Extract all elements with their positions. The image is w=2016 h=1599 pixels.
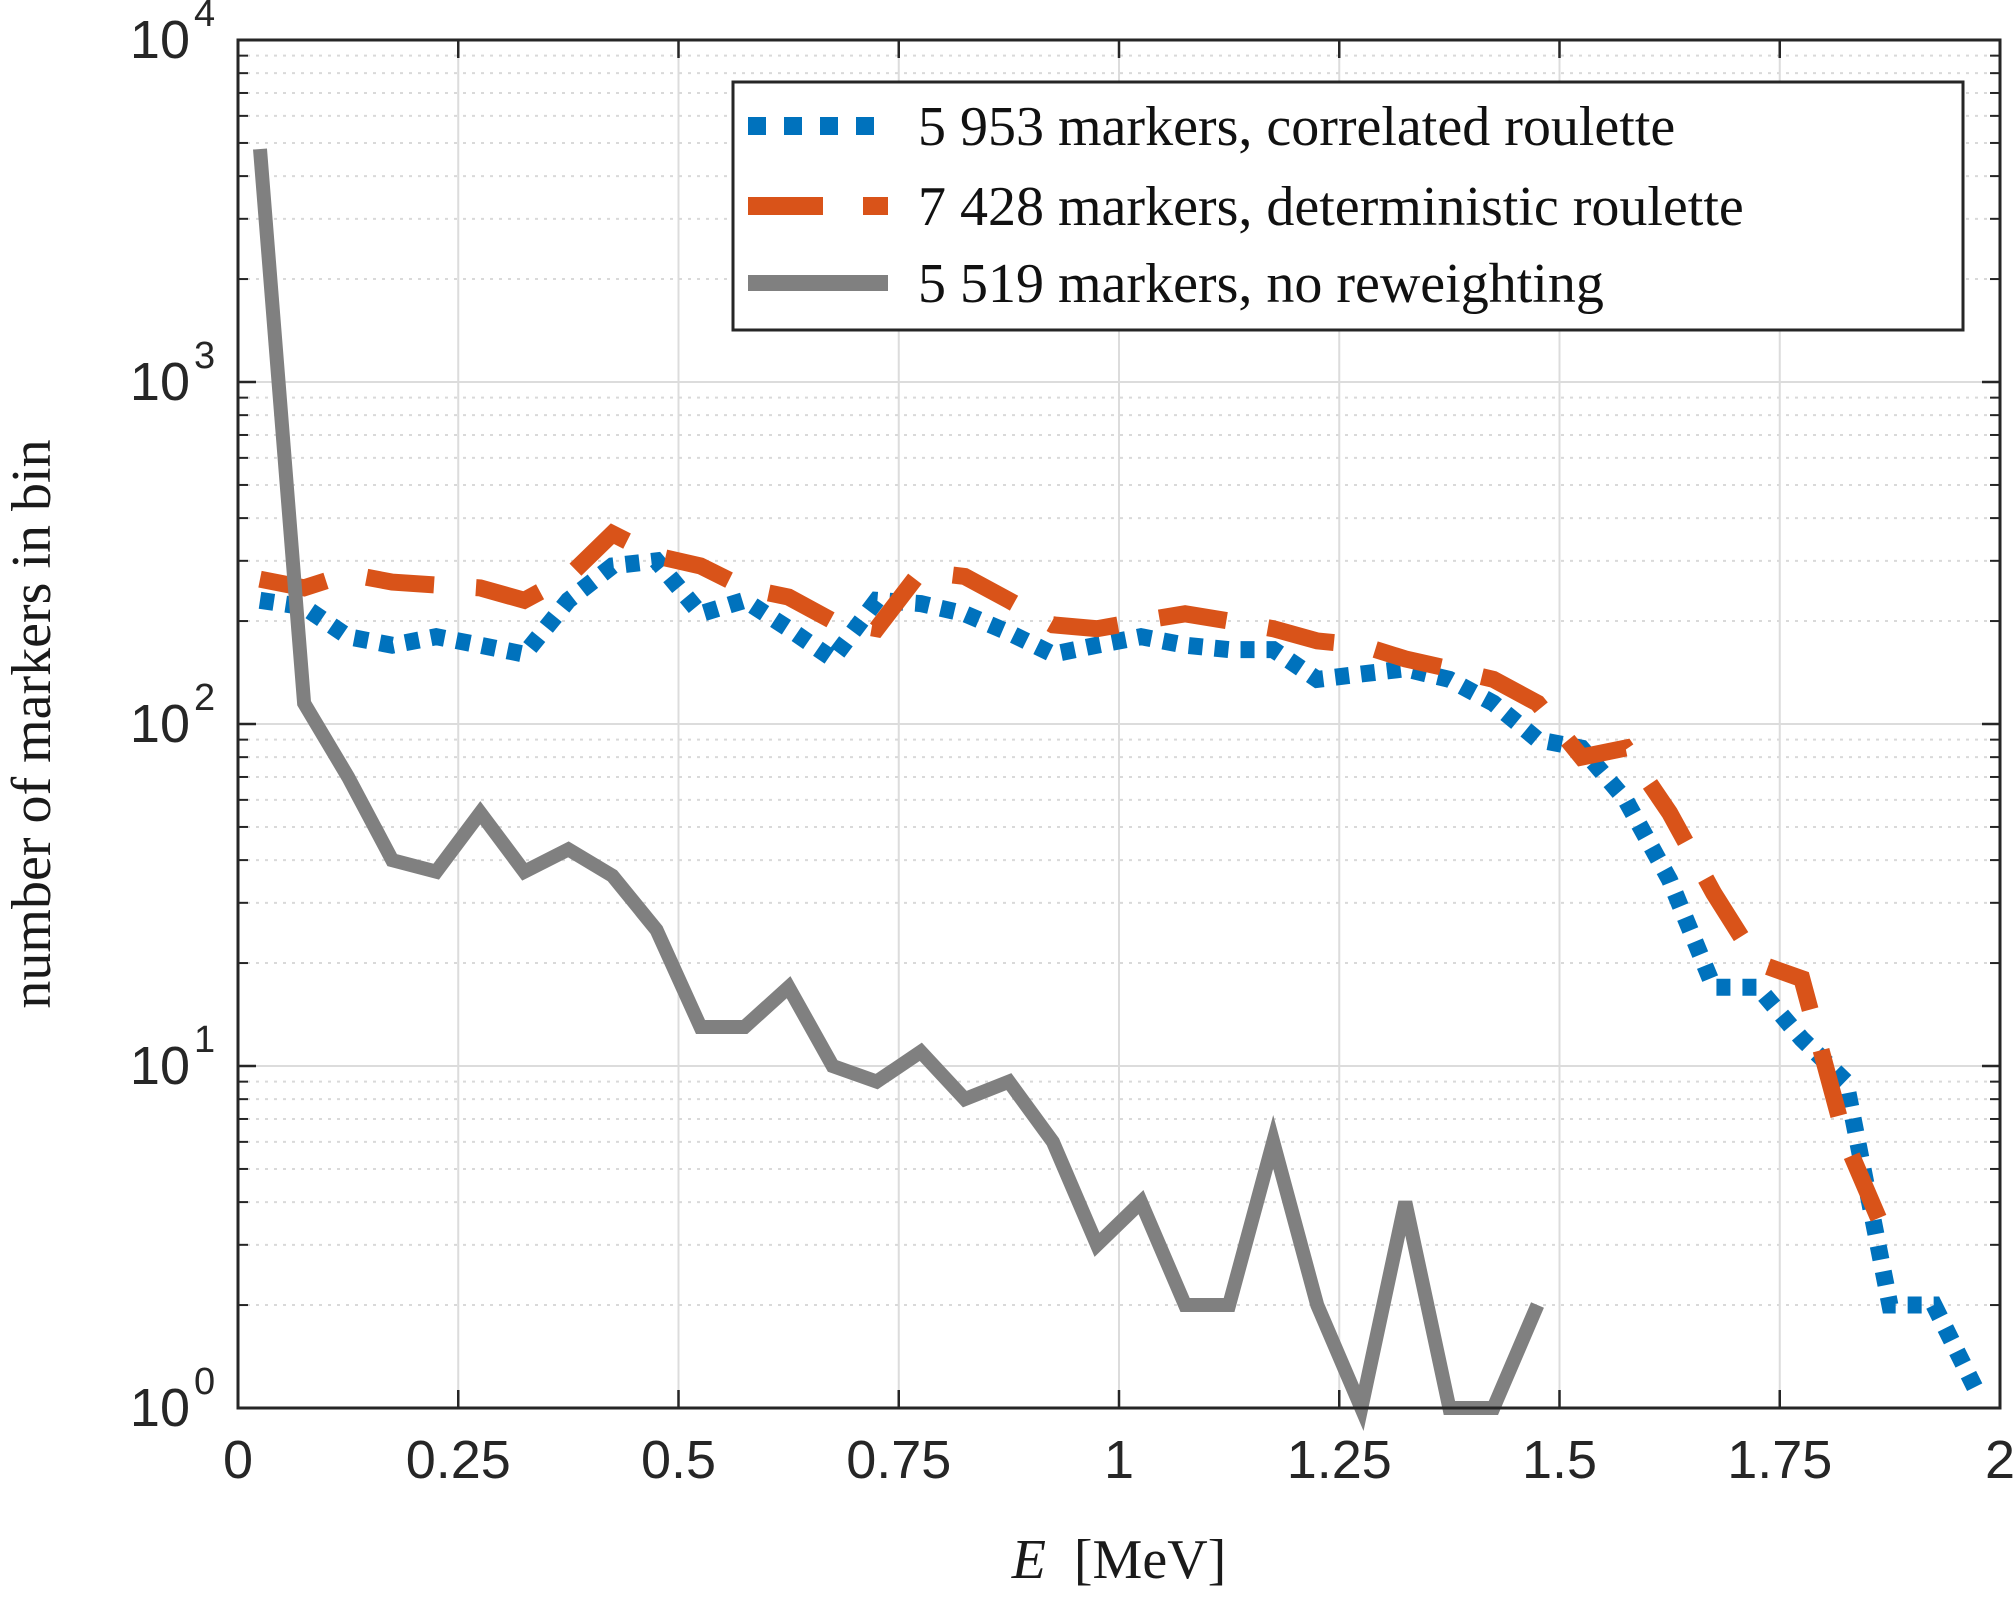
y-tick-label: 10: [130, 352, 190, 412]
legend-entry-no-reweighting: 5 519 markers, no reweighting: [748, 253, 1604, 315]
y-tick-exponent: 2: [194, 677, 215, 719]
ticks: [236, 38, 2002, 1410]
x-tick-label: 1.5: [1522, 1430, 1597, 1490]
y-tick-exponent: 3: [194, 335, 215, 377]
x-tick-label: 2: [1985, 1430, 2015, 1490]
series-2: [253, 148, 1544, 1432]
legend-entry-correlated: 5 953 markers, correlated roulette: [748, 96, 1675, 158]
series-line-2: [253, 148, 1544, 1432]
legend: 5 953 markers, correlated roulette 7 428…: [731, 80, 1965, 332]
legend-label-correlated: 5 953 markers, correlated roulette: [918, 96, 1675, 158]
x-tick-label: 1.75: [1727, 1430, 1832, 1490]
x-tick-label: 0.5: [641, 1430, 716, 1490]
series-layer: [253, 148, 1986, 1432]
legend-label-deterministic: 7 428 markers, deterministic roulette: [918, 176, 1744, 238]
y-tick-exponent: 4: [194, 0, 215, 35]
y-tick-label: 10: [130, 1378, 190, 1438]
series-0: [258, 551, 1986, 1398]
series-line-0: [258, 551, 1986, 1398]
legend-label-no-reweighting: 5 519 markers, no reweighting: [918, 253, 1604, 315]
x-axis-unit: [MeV]: [1074, 1529, 1226, 1591]
legend-entry-deterministic: 7 428 markers, deterministic roulette: [748, 176, 1744, 238]
y-tick-label: 10: [130, 10, 190, 70]
x-axis-title: E [MeV]: [1011, 1529, 1227, 1591]
x-tick-label: 0.75: [846, 1430, 951, 1490]
x-tick-label: 0.25: [406, 1430, 511, 1490]
y-tick-exponent: 1: [194, 1019, 215, 1061]
y-axis-title: number of markers in bin: [1, 439, 63, 1008]
x-axis-variable: E: [1011, 1529, 1046, 1591]
x-tick-label: 1.25: [1287, 1430, 1392, 1490]
legend-box: [731, 80, 1965, 332]
series-1: [258, 523, 1898, 1249]
x-tick-label: 0: [223, 1430, 253, 1490]
y-tick-label: 10: [130, 694, 190, 754]
y-tick-label: 10: [130, 1036, 190, 1096]
x-tick-labels: 0 0.25 0.5 0.75 1 1.25 1.5 1.75 2: [223, 1430, 2015, 1490]
y-tick-exponent: 0: [194, 1361, 215, 1403]
series-line-1: [258, 523, 1898, 1249]
x-tick-label: 1: [1104, 1430, 1134, 1490]
